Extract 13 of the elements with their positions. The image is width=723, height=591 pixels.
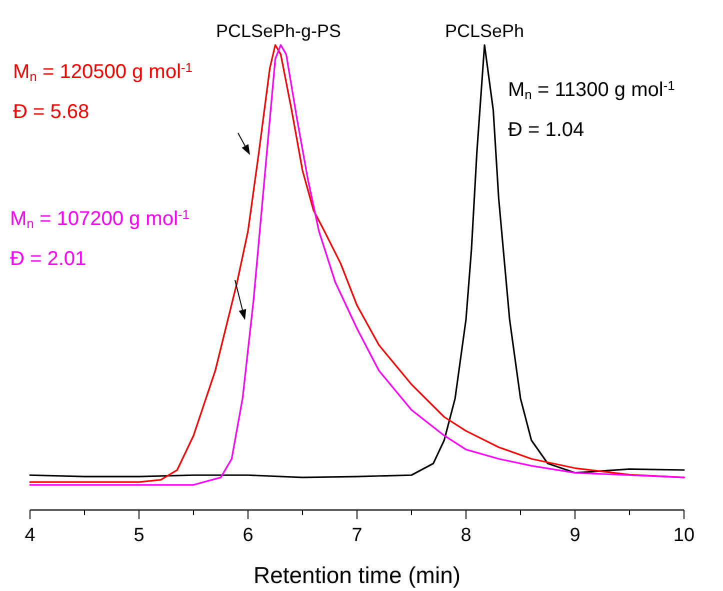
x-axis-title: Retention time (min) <box>253 562 461 588</box>
x-tick-label: 5 <box>134 525 144 546</box>
text: M$_{n}$ = 107200 g mol$^{-1}$ Đ = 2.01 <box>10 207 190 270</box>
x-tick-label: 10 <box>673 525 695 546</box>
x-tick-label: 4 <box>24 525 36 546</box>
text: M$_{n}$ = 120500 g mol$^{-1}$ Đ = 5.68 <box>13 60 192 123</box>
annotation: PCLSePh-g-PS <box>216 21 342 41</box>
x-tick-label: 8 <box>460 525 472 546</box>
x-tick-label: 9 <box>570 525 580 546</box>
x-tick-label: 6 <box>242 525 254 546</box>
x-tick-label: 7 <box>352 525 362 546</box>
text: M$_{n}$ = 11300 g mol$^{-1}$ Đ = 1.04 <box>508 78 675 141</box>
annotation: PCLSePh <box>445 21 524 41</box>
